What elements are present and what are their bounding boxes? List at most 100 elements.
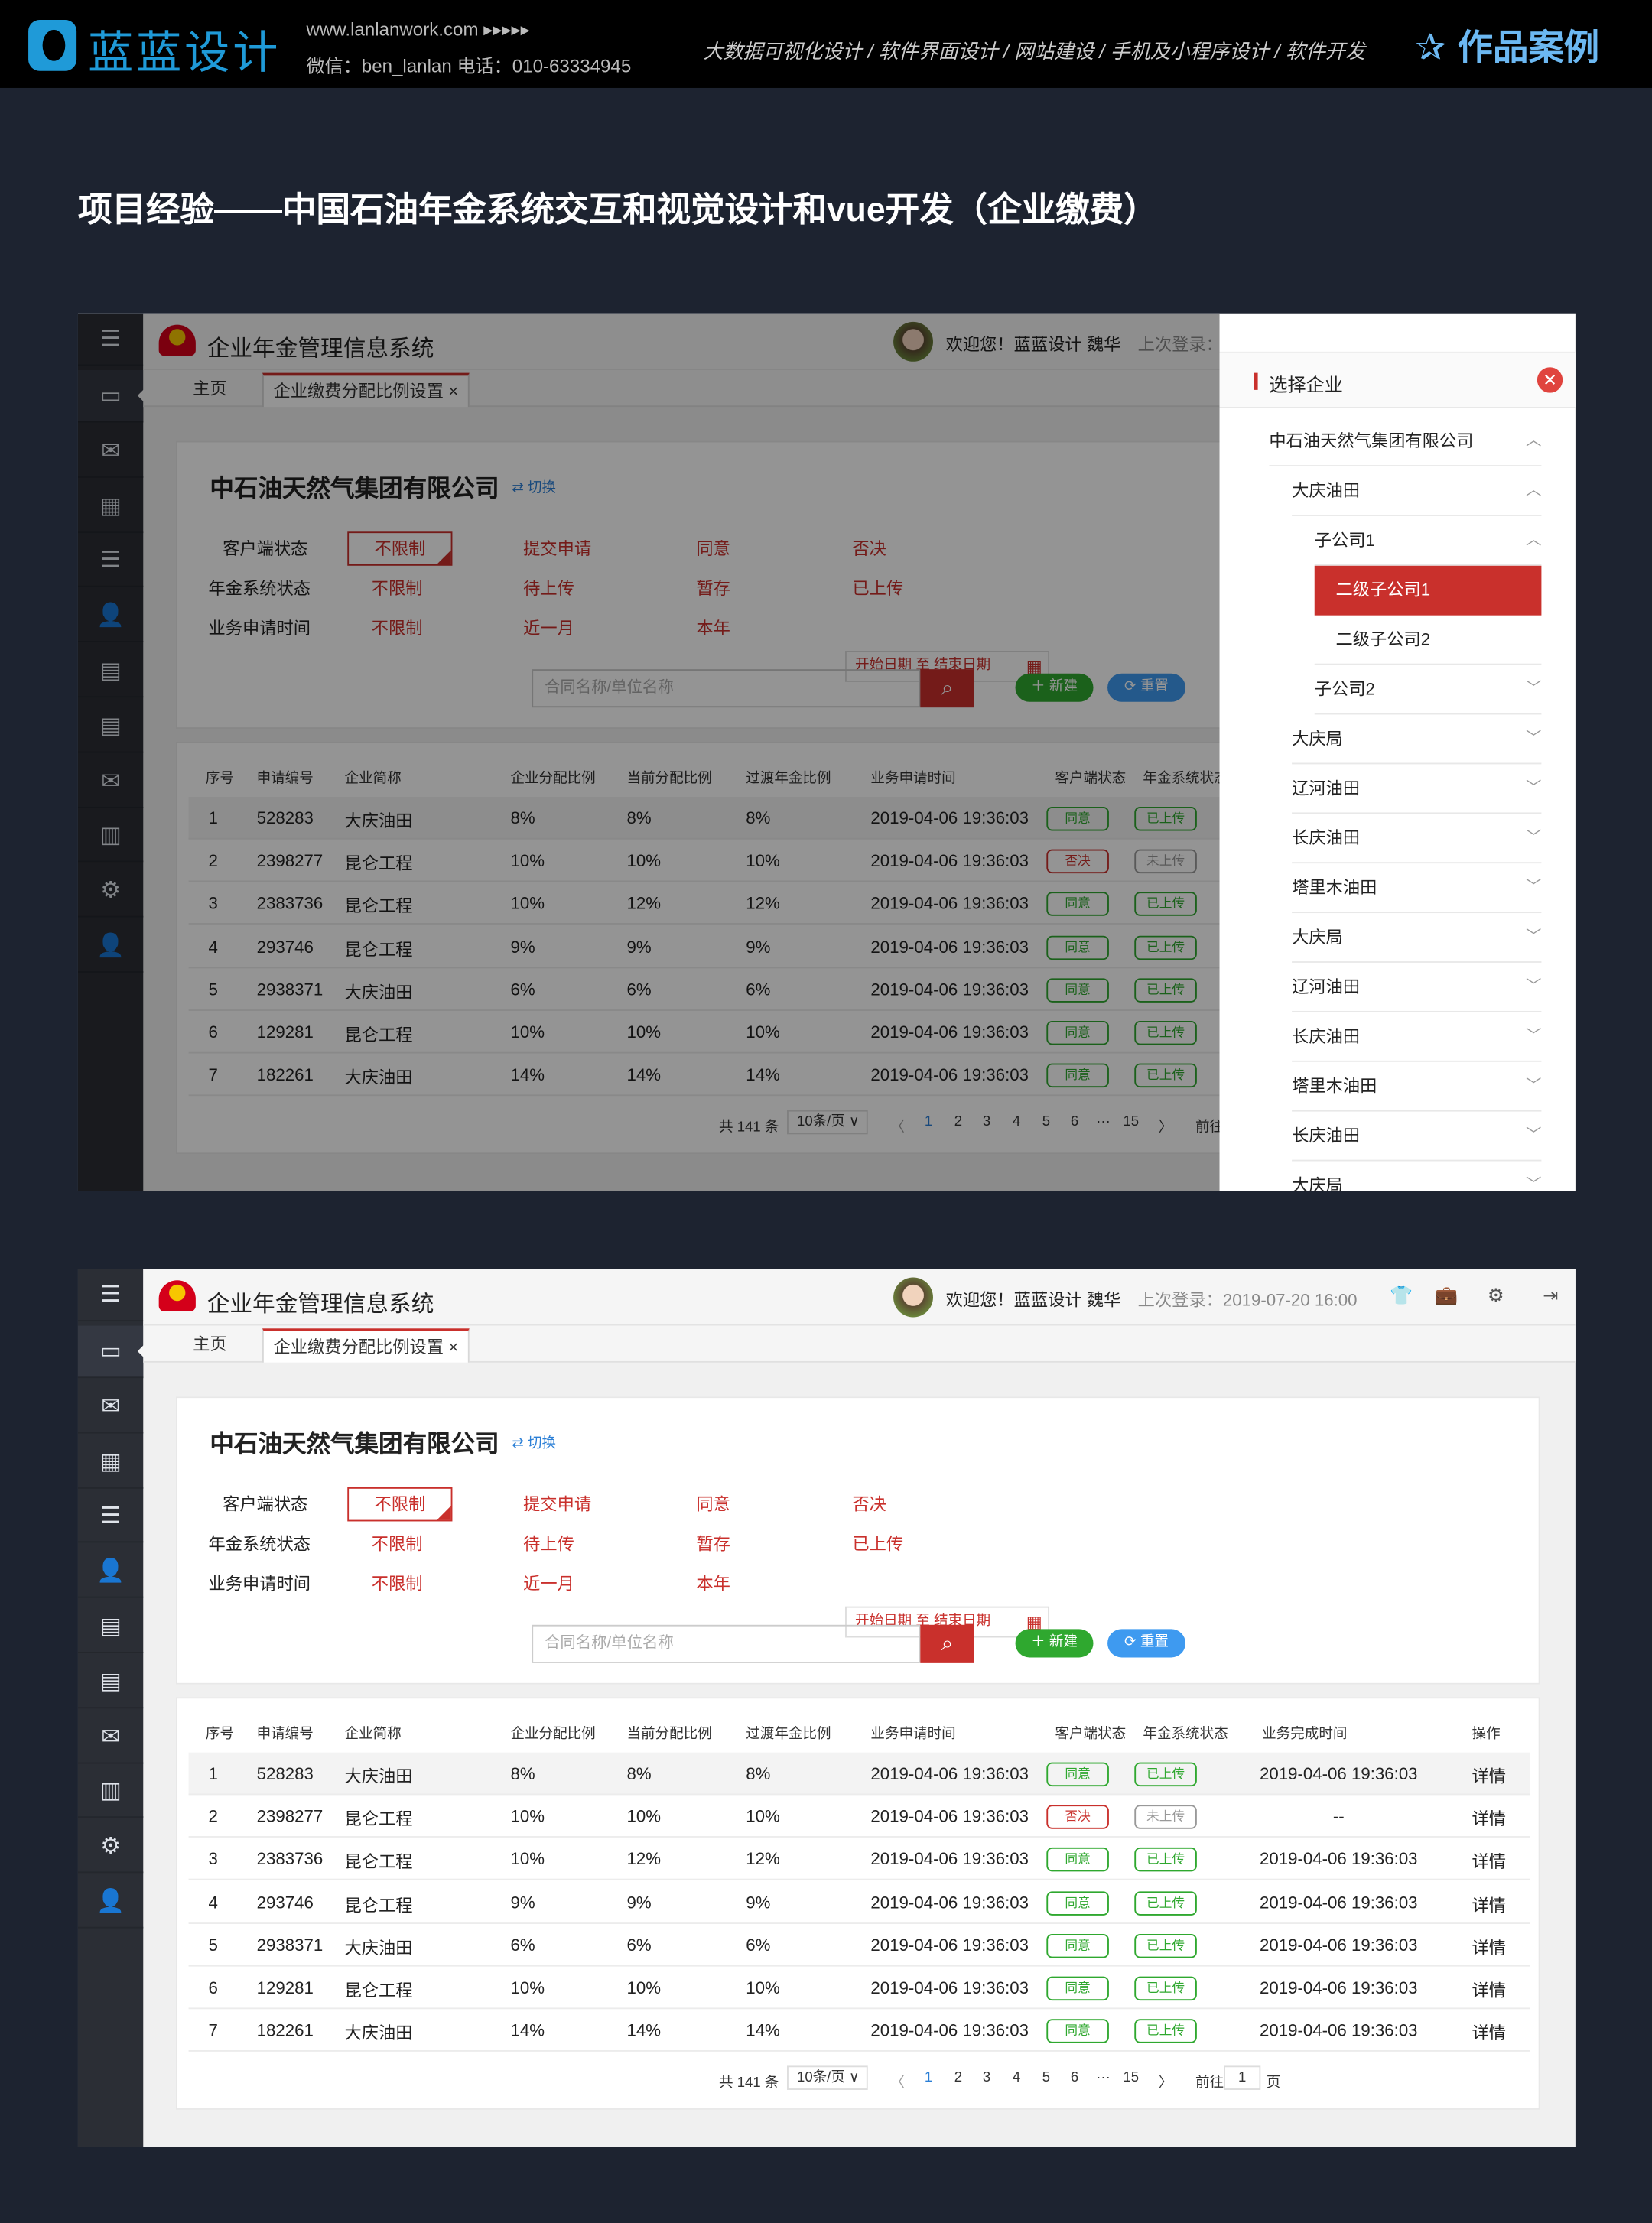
filter-option[interactable]: 不限制 bbox=[371, 1534, 423, 1555]
avatar[interactable] bbox=[893, 1277, 933, 1318]
filter-option[interactable]: 已上传 bbox=[852, 1534, 904, 1555]
chevron-down-icon[interactable]: ﹀ bbox=[1526, 680, 1542, 698]
chevron-down-icon[interactable]: ﹀ bbox=[1526, 1176, 1542, 1191]
chevron-down-icon[interactable]: ﹀ bbox=[1526, 1077, 1542, 1095]
tree-item[interactable]: 大庆油田 ︿ bbox=[1292, 466, 1542, 516]
filter-selected-unlimited[interactable]: 不限制 bbox=[347, 1487, 453, 1522]
search-input[interactable]: 合同名称/单位名称 bbox=[532, 1624, 921, 1663]
tree-item[interactable]: 大庆局 ﹀ bbox=[1292, 714, 1542, 765]
filter-option[interactable]: 近一月 bbox=[523, 1574, 574, 1594]
reset-button[interactable]: ⟳ 重置 bbox=[1107, 1629, 1186, 1658]
sidebar-item-5[interactable]: 👤 bbox=[77, 590, 144, 643]
table-row[interactable]: 5 2938371 大庆油田 6% 6% 6% 2019-04-06 19:36:03 同意已… bbox=[188, 968, 1220, 1011]
table-row[interactable]: 7 182261 大庆油田 14% 14% 14% 2019-04-06 19:36:03 同… bbox=[188, 1054, 1220, 1097]
switch-company-button[interactable]: ⇄ 切换 bbox=[512, 480, 557, 496]
sidebar-item-11[interactable]: 👤 bbox=[77, 1876, 144, 1929]
filter-option[interactable]: 同意 bbox=[696, 1494, 730, 1515]
detail-link[interactable]: 详情 bbox=[1472, 1938, 1507, 1958]
prev-page-button[interactable]: 〈 bbox=[890, 1120, 905, 1136]
tree-item[interactable]: 二级子公司2 bbox=[1314, 616, 1542, 665]
page-5[interactable]: 5 bbox=[1042, 2069, 1051, 2086]
tree-item[interactable]: 二级子公司1 bbox=[1314, 565, 1542, 616]
page-3[interactable]: 3 bbox=[982, 2069, 991, 2086]
tree-item[interactable]: 塔里木油田 ﹀ bbox=[1292, 1062, 1542, 1112]
sidebar-item-6[interactable]: ▤ bbox=[77, 1601, 144, 1653]
tree-item[interactable]: 大庆局 ﹀ bbox=[1292, 1162, 1541, 1191]
sidebar-item-1[interactable]: ▭ bbox=[77, 369, 145, 423]
detail-link[interactable]: 详情 bbox=[1472, 1766, 1507, 1787]
table-row[interactable]: 5 2938371 大庆油田 6% 6% 6% 2019-04-06 19:36:03 同意已… bbox=[188, 1924, 1530, 1967]
shirt-icon[interactable]: 👕 bbox=[1390, 1284, 1413, 1306]
page-3[interactable]: 3 bbox=[982, 1114, 991, 1130]
page-5[interactable]: 5 bbox=[1042, 1114, 1051, 1130]
sidebar-item-7[interactable]: ▤ bbox=[77, 700, 144, 753]
sidebar-item-0[interactable]: ☰ bbox=[77, 1269, 144, 1322]
filter-option[interactable]: 否决 bbox=[852, 538, 886, 559]
sidebar-item-5[interactable]: 👤 bbox=[77, 1545, 144, 1598]
chevron-up-icon[interactable]: ︿ bbox=[1526, 432, 1542, 450]
filter-selected-unlimited[interactable]: 不限制 bbox=[347, 531, 453, 566]
avatar[interactable] bbox=[893, 321, 933, 362]
page-6[interactable]: 6 bbox=[1070, 2069, 1079, 2086]
page-size-select[interactable]: 10条/页 ∨ bbox=[787, 1110, 868, 1135]
page-15[interactable]: 15 bbox=[1123, 2069, 1140, 2086]
page-6[interactable]: 6 bbox=[1070, 1114, 1079, 1130]
table-row[interactable]: 3 2383736 昆仑工程 10% 12% 12% 2019-04-06 19:36:03… bbox=[188, 882, 1220, 925]
page-2[interactable]: 2 bbox=[954, 1114, 963, 1130]
detail-link[interactable]: 详情 bbox=[1472, 1809, 1507, 1830]
filter-option[interactable]: 本年 bbox=[696, 618, 730, 639]
tree-item[interactable]: 子公司1 ︿ bbox=[1314, 516, 1542, 566]
next-page-button[interactable]: 〉 bbox=[1158, 2075, 1173, 2091]
filter-option[interactable]: 暂存 bbox=[696, 1534, 730, 1555]
tab-home[interactable]: 主页 bbox=[193, 1334, 227, 1354]
logout-icon[interactable]: ⇥ bbox=[1543, 1284, 1559, 1306]
detail-link[interactable]: 详情 bbox=[1472, 1981, 1507, 2001]
works-link[interactable]: ✰ 作品案例 bbox=[1415, 20, 1599, 71]
tree-item[interactable]: 长庆油田 ﹀ bbox=[1292, 1112, 1542, 1162]
tree-item[interactable]: 子公司2 ﹀ bbox=[1314, 665, 1542, 715]
sidebar-item-7[interactable]: ▤ bbox=[77, 1656, 144, 1708]
detail-link[interactable]: 详情 bbox=[1472, 1895, 1507, 1916]
sidebar-item-3[interactable]: ▦ bbox=[77, 480, 144, 533]
sidebar-item-3[interactable]: ▦ bbox=[77, 1435, 144, 1489]
table-row[interactable]: 4 293746 昆仑工程 9% 9% 9% 2019-04-06 19:36:03 同意 已上… bbox=[188, 925, 1220, 968]
chevron-down-icon[interactable]: ﹀ bbox=[1526, 730, 1542, 748]
chevron-down-icon[interactable]: ﹀ bbox=[1526, 829, 1542, 847]
filter-option[interactable]: 待上传 bbox=[523, 578, 574, 599]
goto-page-input[interactable]: 1 bbox=[1224, 2065, 1261, 2090]
site-url[interactable]: www.lanlanwork.com ▸▸▸▸▸ bbox=[306, 18, 530, 40]
next-page-button[interactable]: 〉 bbox=[1158, 1120, 1173, 1136]
filter-option[interactable]: 提交申请 bbox=[523, 1494, 592, 1515]
tree-item[interactable]: 塔里木油田 ﹀ bbox=[1292, 863, 1542, 914]
search-button[interactable]: ⌕ bbox=[920, 669, 974, 708]
filter-option[interactable]: 已上传 bbox=[852, 578, 904, 599]
chevron-down-icon[interactable]: ﹀ bbox=[1526, 1028, 1542, 1045]
chevron-down-icon[interactable]: ﹀ bbox=[1526, 1127, 1542, 1145]
new-button[interactable]: ＋ 新建 bbox=[1015, 1629, 1094, 1658]
page-···[interactable]: ··· bbox=[1096, 2069, 1111, 2086]
page-size-select[interactable]: 10条/页 ∨ bbox=[787, 2065, 868, 2090]
table-row[interactable]: 2 2398277 昆仑工程 10% 10% 10% 2019-04-06 19:36:03… bbox=[188, 840, 1220, 882]
tab-home[interactable]: 主页 bbox=[193, 379, 227, 399]
filter-option[interactable]: 近一月 bbox=[523, 618, 574, 639]
prev-page-button[interactable]: 〈 bbox=[890, 2075, 905, 2091]
switch-company-button[interactable]: ⇄ 切换 bbox=[512, 1436, 557, 1452]
tree-item[interactable]: 长庆油田 ﹀ bbox=[1292, 814, 1542, 864]
sidebar-item-10[interactable]: ⚙ bbox=[77, 865, 144, 918]
page-1[interactable]: 1 bbox=[924, 1114, 933, 1130]
table-row[interactable]: 7 182261 大庆油田 14% 14% 14% 2019-04-06 19:36:03 同… bbox=[188, 2010, 1530, 2052]
search-input[interactable]: 合同名称/单位名称 bbox=[532, 669, 921, 708]
chevron-up-icon[interactable]: ︿ bbox=[1526, 531, 1542, 549]
table-row[interactable]: 2 2398277 昆仑工程 10% 10% 10% 2019-04-06 19:36:03… bbox=[188, 1796, 1530, 1838]
filter-option[interactable]: 不限制 bbox=[371, 1574, 423, 1594]
page-4[interactable]: 4 bbox=[1012, 2069, 1021, 2086]
briefcase-icon[interactable]: 💼 bbox=[1435, 1284, 1459, 1306]
detail-link[interactable]: 详情 bbox=[1472, 1852, 1507, 1873]
page-···[interactable]: ··· bbox=[1096, 1114, 1111, 1130]
chevron-down-icon[interactable]: ﹀ bbox=[1526, 879, 1542, 896]
filter-option[interactable]: 否决 bbox=[852, 1494, 886, 1515]
reset-button[interactable]: ⟳ 重置 bbox=[1107, 673, 1186, 702]
close-icon[interactable]: ✕ bbox=[1537, 367, 1563, 393]
table-row[interactable]: 1 528283 大庆油田 8% 8% 8% 2019-04-06 19:36:03 同意 已上… bbox=[188, 1752, 1530, 1796]
sidebar-item-9[interactable]: ▥ bbox=[77, 810, 144, 863]
